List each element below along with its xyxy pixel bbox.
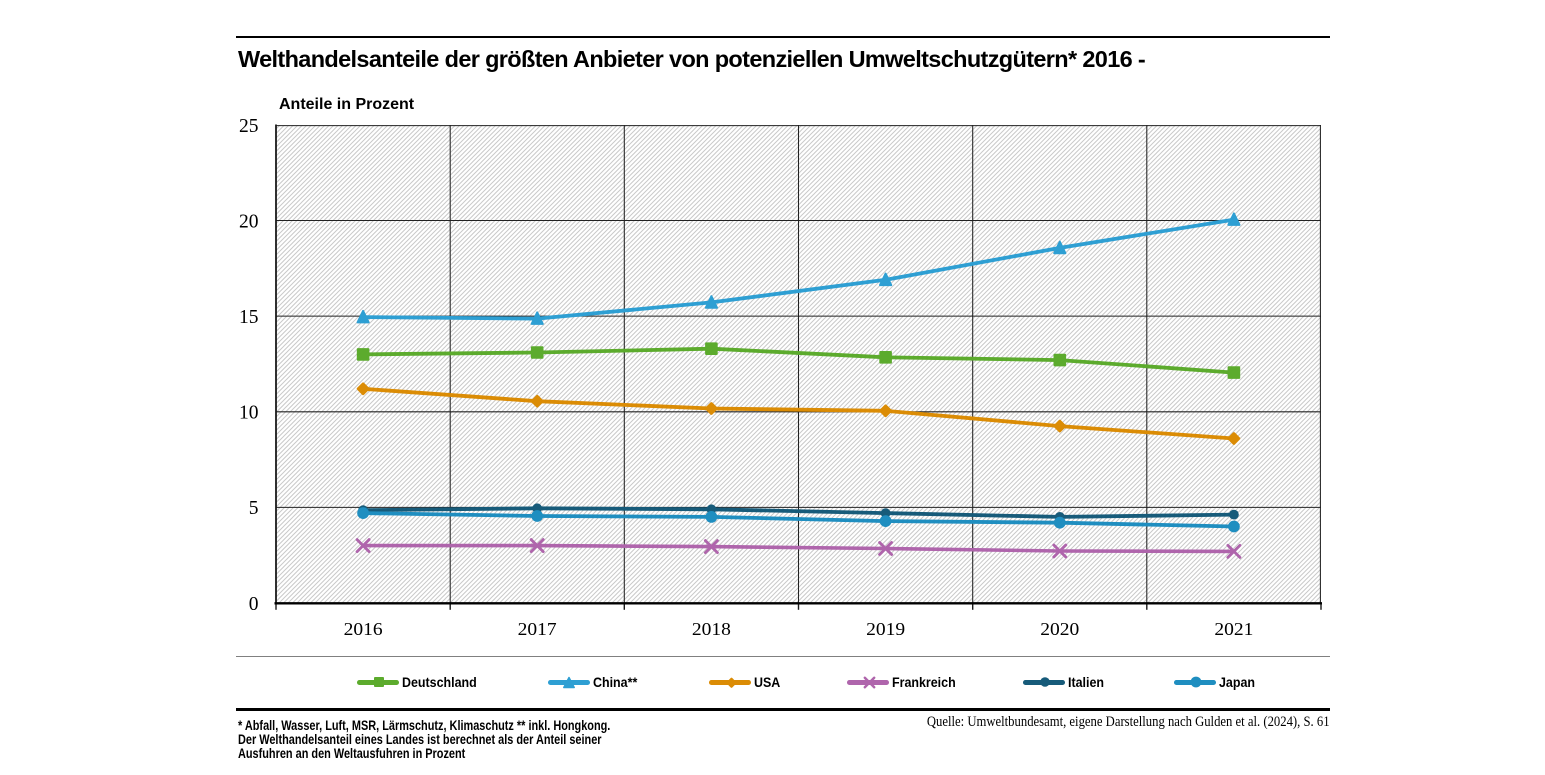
svg-text:2020: 2020 [1040, 619, 1079, 639]
svg-text:2016: 2016 [344, 619, 383, 639]
svg-text:5: 5 [249, 498, 259, 519]
svg-text:2018: 2018 [692, 619, 731, 639]
svg-text:25: 25 [239, 116, 259, 137]
svg-text:10: 10 [239, 403, 259, 424]
svg-text:0: 0 [249, 594, 259, 615]
svg-text:15: 15 [239, 307, 259, 328]
svg-text:2021: 2021 [1214, 619, 1253, 639]
svg-text:2019: 2019 [866, 619, 905, 639]
svg-text:20: 20 [239, 211, 259, 232]
svg-text:2017: 2017 [518, 619, 557, 639]
